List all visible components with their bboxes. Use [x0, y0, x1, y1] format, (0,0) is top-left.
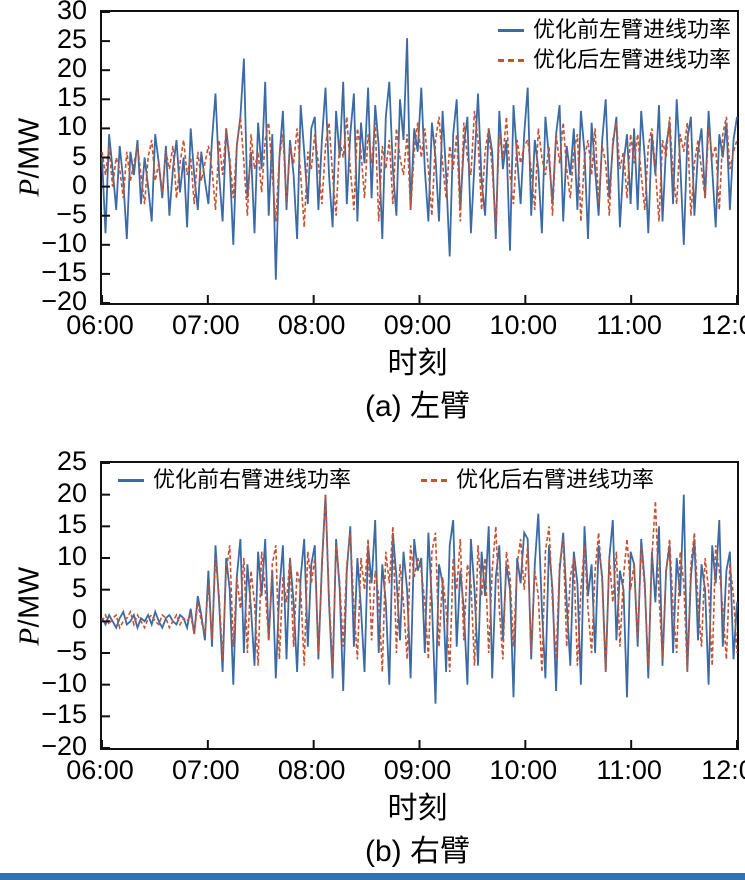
legend-label: 优化后左臂进线功率 — [532, 47, 731, 72]
legend-line-solid-icon — [118, 478, 144, 482]
x-tick-label: 11:00 — [596, 310, 662, 340]
y-axis-ticks: 25 20 15 10 5 0 −5 −10 −15 −20 — [0, 446, 92, 761]
x-tick-label: 07:00 — [172, 755, 240, 785]
legend-item: 优化后左臂进线功率 — [497, 47, 731, 73]
y-tick-label: −15 — [41, 699, 87, 730]
y-tick-label: 30 — [56, 0, 87, 25]
y-tick-label: 5 — [71, 572, 87, 603]
y-tick-label: −15 — [41, 256, 87, 287]
x-axis-ticks: 06:00 07:00 08:00 09:00 10:00 11:00 12:00 — [66, 754, 745, 788]
legend-item: 优化后右臂进线功率 — [421, 467, 654, 493]
legend-line-dashed-icon — [497, 58, 524, 62]
plot-area: 优化前左臂进线功率 优化后左臂进线功率 — [100, 10, 739, 305]
x-tick-label: 10:00 — [489, 755, 558, 785]
x-tick-label: 08:00 — [277, 310, 346, 340]
legend-item: 优化前左臂进线功率 — [497, 17, 731, 43]
legend-line-dashed-icon — [421, 478, 448, 482]
y-tick-label: −10 — [41, 667, 87, 698]
y-tick-label: −5 — [56, 198, 87, 229]
x-tick-label: 07:00 — [172, 310, 240, 340]
legend-item: 优化前右臂进线功率 — [118, 467, 351, 493]
legend-label: 优化前右臂进线功率 — [153, 467, 352, 492]
x-axis-label: 时刻 — [387, 792, 448, 825]
y-tick-label: 20 — [56, 477, 87, 508]
legend-label: 优化前左臂进线功率 — [532, 17, 731, 42]
x-tick-label: 08:00 — [277, 755, 346, 785]
x-tick-label: 09:00 — [383, 310, 452, 340]
y-tick-label: 15 — [56, 82, 87, 113]
x-tick-label: 06:00 — [66, 755, 134, 785]
x-tick-label: 09:00 — [383, 755, 452, 785]
subplot-right-arm: P/MW 25 20 15 10 5 0 −5 −10 −15 −20 优化前右臂进线功率 优化后… — [0, 446, 745, 872]
x-tick-label: 12:00 — [701, 310, 745, 340]
legend-line-solid-icon — [497, 28, 524, 32]
y-tick-label: 0 — [71, 604, 87, 635]
legend: 优化前左臂进线功率 优化后左臂进线功率 — [497, 17, 731, 73]
y-tick-label: −20 — [41, 286, 87, 316]
series-line-dashed — [101, 110, 738, 228]
plot-canvas — [101, 11, 738, 304]
y-axis-ticks: 30 25 20 15 10 5 0 −5 −10 −15 −20 — [0, 0, 92, 316]
series-line-solid — [101, 494, 738, 704]
y-tick-label: 10 — [56, 541, 87, 571]
x-axis-label: 时刻 — [387, 347, 448, 380]
x-tick-label: 11:00 — [596, 755, 662, 785]
series-line-solid — [101, 38, 738, 280]
x-axis-ticks: 06:00 07:00 08:00 09:00 10:00 11:00 12:00 — [66, 309, 745, 343]
y-tick-label: 15 — [56, 509, 87, 540]
y-tick-label: 20 — [56, 53, 87, 84]
subplot-caption: (a) 左臂 — [365, 390, 470, 423]
legend-label: 优化后右臂进线功率 — [456, 467, 655, 492]
plot-area: 优化前右臂进线功率 优化后右臂进线功率 — [100, 461, 739, 750]
y-tick-label: 25 — [56, 24, 87, 55]
y-tick-label: 5 — [71, 140, 87, 171]
y-tick-label: 0 — [71, 169, 87, 200]
x-tick-label: 06:00 — [66, 310, 134, 340]
bottom-border-bar — [0, 873, 745, 880]
series-line-dashed — [101, 494, 738, 673]
legend: 优化前右臂进线功率 优化后右臂进线功率 — [118, 467, 654, 493]
x-tick-label: 10:00 — [489, 310, 558, 340]
y-tick-label: 25 — [56, 446, 87, 476]
y-tick-label: −10 — [41, 227, 87, 258]
plot-canvas — [101, 462, 738, 749]
y-tick-label: 10 — [56, 111, 87, 142]
subplot-caption: (b) 右臂 — [365, 835, 470, 868]
x-tick-label: 12:00 — [701, 755, 745, 785]
subplot-left-arm: P/MW 30 25 20 15 10 5 0 −5 −10 −15 −20 优化前左臂进线功率 优… — [0, 0, 745, 430]
y-tick-label: −20 — [41, 731, 87, 761]
y-tick-label: −5 — [56, 636, 87, 666]
